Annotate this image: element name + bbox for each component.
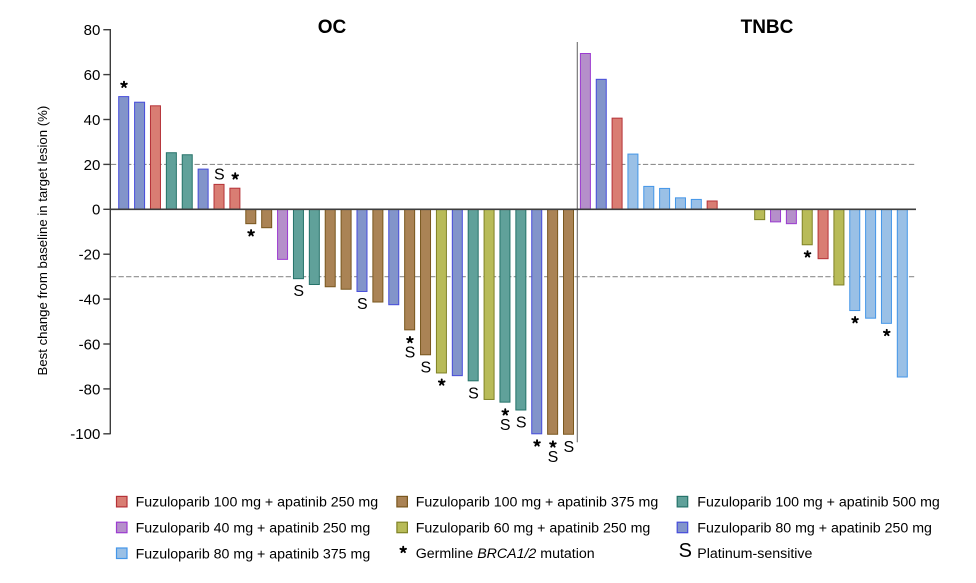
- svg-text:40: 40: [84, 112, 101, 129]
- svg-text:S: S: [405, 344, 416, 361]
- svg-text:Platinum-sensitive: Platinum-sensitive: [697, 546, 812, 562]
- svg-text:OC: OC: [318, 17, 347, 38]
- svg-text:S: S: [468, 385, 479, 402]
- svg-text:S: S: [357, 296, 368, 313]
- svg-text:Fuzuloparib 100 mg + apatinib: Fuzuloparib 100 mg + apatinib 375 mg: [416, 495, 659, 511]
- svg-text:S: S: [293, 283, 304, 300]
- svg-text:S: S: [679, 540, 692, 562]
- svg-text:Fuzuloparib 80 mg + apatinib 2: Fuzuloparib 80 mg + apatinib 250 mg: [697, 521, 932, 537]
- svg-text:Germline BRCA1/2 mutation: Germline BRCA1/2 mutation: [416, 546, 595, 562]
- svg-text:-60: -60: [79, 336, 101, 353]
- svg-text:-40: -40: [79, 292, 101, 309]
- svg-text:S: S: [516, 415, 527, 432]
- svg-text:Fuzuloparib 100 mg + apatinib: Fuzuloparib 100 mg + apatinib 500 mg: [697, 495, 940, 511]
- svg-text:-80: -80: [79, 381, 101, 398]
- svg-text:80: 80: [84, 22, 101, 39]
- svg-text:S: S: [548, 449, 559, 466]
- svg-text:S: S: [214, 166, 225, 183]
- svg-text:S: S: [563, 439, 574, 456]
- svg-text:Fuzuloparib 80 mg + apatinib 3: Fuzuloparib 80 mg + apatinib 375 mg: [136, 546, 371, 562]
- svg-text:S: S: [500, 417, 511, 434]
- svg-text:-20: -20: [79, 247, 101, 264]
- svg-text:S: S: [420, 359, 431, 376]
- svg-text:20: 20: [84, 157, 101, 174]
- svg-text:Fuzuloparib 100 mg + apatinib: Fuzuloparib 100 mg + apatinib 250 mg: [136, 495, 379, 511]
- svg-text:Fuzuloparib 60 mg + apatinib 2: Fuzuloparib 60 mg + apatinib 250 mg: [416, 521, 651, 537]
- svg-text:60: 60: [84, 67, 101, 84]
- svg-text:0: 0: [92, 202, 100, 219]
- svg-text:Best change from baseline in t: Best change from baseline in target lesi…: [35, 106, 50, 376]
- svg-text:TNBC: TNBC: [741, 17, 794, 38]
- svg-text:-100: -100: [70, 426, 100, 443]
- svg-text:Fuzuloparib 40 mg + apatinib 2: Fuzuloparib 40 mg + apatinib 250 mg: [136, 521, 371, 537]
